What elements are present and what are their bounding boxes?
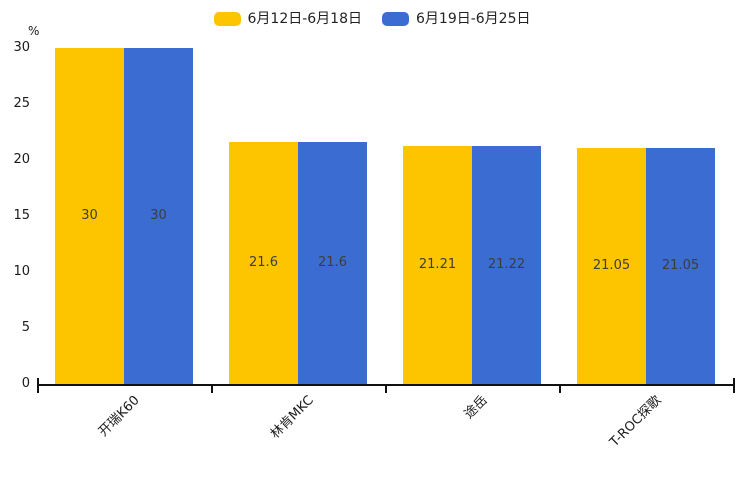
- bar-6月12日-6月18日-开瑞K60: [55, 48, 124, 384]
- x-tick-mark: [211, 386, 213, 393]
- bar-6月12日-6月18日-T-ROC探歌: [577, 148, 646, 384]
- bar-6月12日-6月18日-途岳: [403, 146, 472, 384]
- y-tick-label: 30: [13, 40, 30, 55]
- legend-item-1: 6月19日-6月25日: [382, 10, 531, 28]
- x-category-label: 开瑞K60: [95, 393, 143, 440]
- y-tick-label: 0: [21, 376, 30, 391]
- bar-value-label: 21.6: [249, 255, 278, 271]
- legend: 6月12日-6月18日 6月19日-6月25日: [0, 10, 744, 28]
- bar-value-label: 21.22: [487, 257, 526, 273]
- bar-6月19日-6月25日-开瑞K60: [124, 48, 193, 384]
- bar-6月19日-6月25日-途岳: [472, 146, 541, 384]
- x-category-label: 途岳: [461, 393, 491, 423]
- x-category-label: 林肯MKC: [267, 393, 317, 442]
- legend-swatch-icon: [213, 12, 241, 26]
- legend-label: 6月19日-6月25日: [416, 11, 531, 27]
- bar-value-label: 21.21: [418, 257, 457, 273]
- legend-item-0: 6月12日-6月18日: [213, 10, 363, 28]
- bar-6月19日-6月25日-林肯MKC: [298, 142, 367, 384]
- bar-6月19日-6月25日-T-ROC探歌: [646, 148, 715, 384]
- y-axis-unit-label: %: [28, 24, 40, 38]
- bar-value-label: 21.6: [318, 255, 347, 271]
- bar-value-label: 30: [81, 208, 98, 223]
- x-axis-line: [37, 384, 735, 386]
- bar-value-label: 21.05: [592, 258, 631, 274]
- legend-swatch-icon: [382, 12, 409, 26]
- bar-value-label: 30: [150, 208, 167, 223]
- x-tick-mark: [37, 386, 39, 393]
- bar-6月12日-6月18日-林肯MKC: [229, 142, 298, 384]
- x-category-label: T-ROC探歌: [607, 393, 665, 451]
- y-tick-label: 25: [13, 96, 30, 111]
- x-tick-mark: [559, 386, 561, 393]
- y-tick-label: 15: [13, 208, 30, 223]
- y-tick-label: 10: [13, 264, 30, 279]
- axis-end-cap: [733, 378, 735, 384]
- axis-end-cap: [37, 378, 39, 384]
- x-tick-mark: [385, 386, 387, 393]
- bar-value-label: 21.05: [661, 258, 700, 274]
- y-tick-label: 20: [13, 152, 30, 167]
- legend-label: 6月12日-6月18日: [247, 11, 363, 27]
- x-tick-mark: [733, 386, 735, 393]
- y-tick-label: 5: [21, 320, 30, 335]
